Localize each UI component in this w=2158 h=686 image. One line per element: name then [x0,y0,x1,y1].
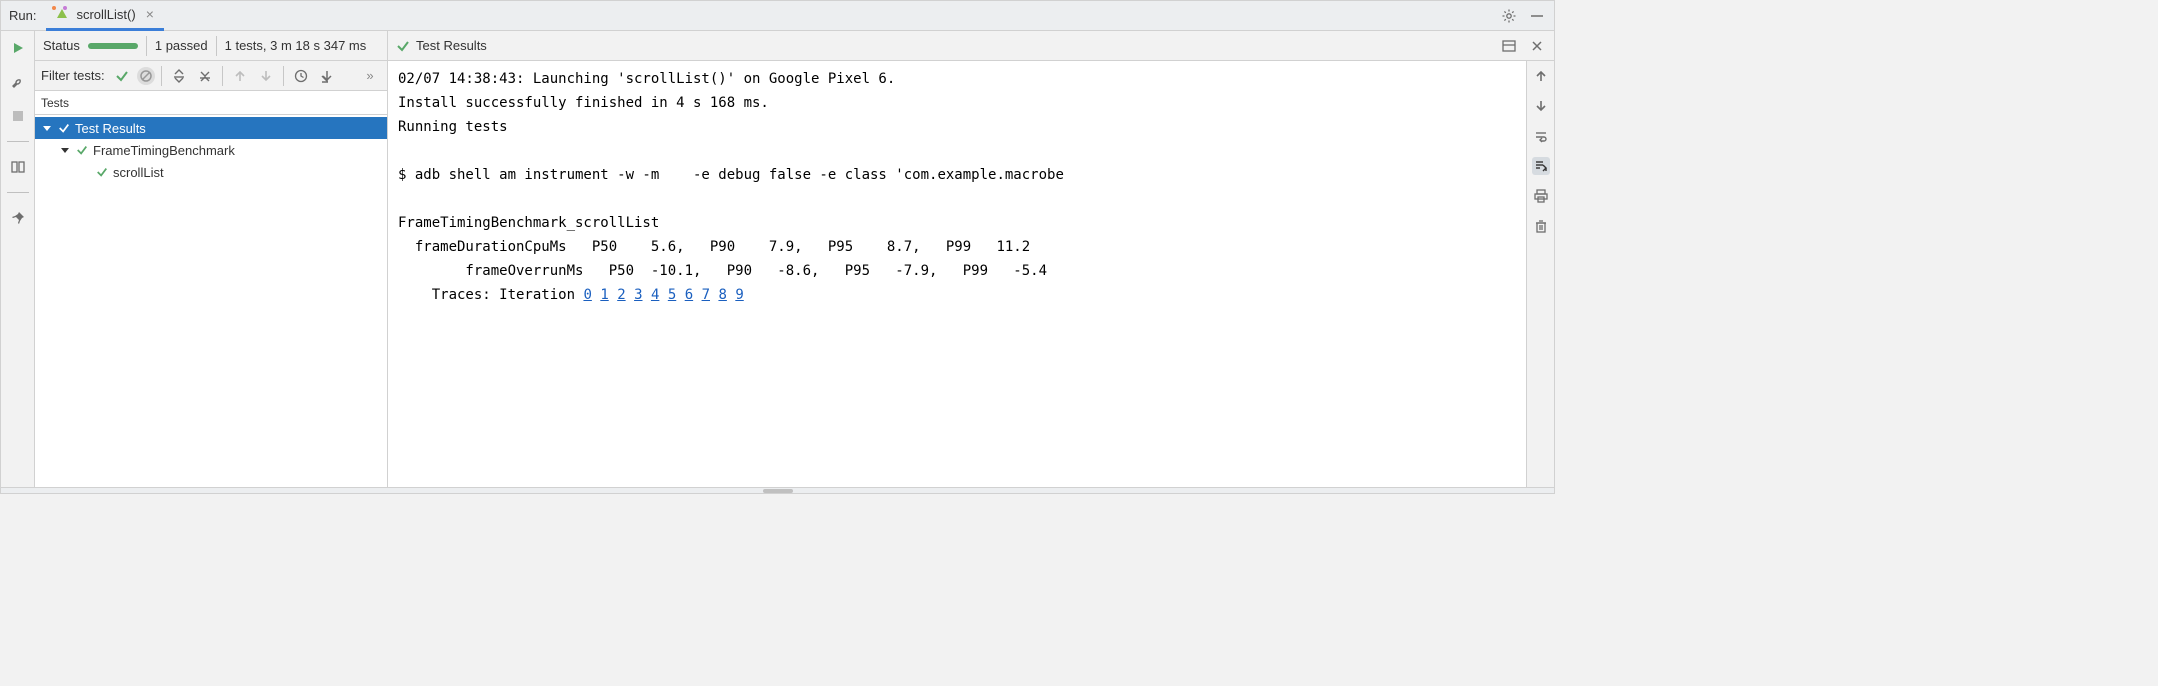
scroll-to-end-icon[interactable] [1532,157,1550,175]
console-output[interactable]: 02/07 14:38:43: Launching 'scrollList()'… [388,61,1526,487]
trash-icon[interactable] [1532,217,1550,235]
next-failed-icon[interactable] [255,65,277,87]
run-tab[interactable]: scrollList() × [46,1,163,31]
filter-toolbar: Filter tests: [35,61,387,91]
soft-wrap-icon[interactable] [1532,127,1550,145]
trace-link[interactable]: 7 [702,287,710,303]
trace-link[interactable]: 5 [668,287,676,303]
status-bar: Status 1 passed 1 tests, 3 m 18 s 347 ms [35,31,387,61]
tree-node-label: scrollList [113,165,164,180]
close-icon[interactable]: × [146,6,154,22]
prev-failed-icon[interactable] [229,65,251,87]
trace-link[interactable]: 9 [735,287,743,303]
separator [222,66,223,86]
wrench-icon[interactable] [9,73,27,91]
filter-label: Filter tests: [41,68,105,83]
console-gutter [1526,61,1554,487]
trace-link[interactable]: 8 [718,287,726,303]
output-header: Test Results [388,31,1554,61]
status-label: Status [43,38,80,53]
separator [146,36,147,56]
tree-row[interactable]: FrameTimingBenchmark [35,139,387,161]
scroll-up-icon[interactable] [1532,67,1550,85]
layout-icon[interactable] [9,158,27,176]
show-ignored-icon[interactable] [137,67,155,85]
panel-body: Status 1 passed 1 tests, 3 m 18 s 347 ms… [1,31,1554,487]
scroll-down-icon[interactable] [1532,97,1550,115]
collapse-all-icon[interactable] [194,65,216,87]
trace-link[interactable]: 2 [617,287,625,303]
trace-link[interactable]: 4 [651,287,659,303]
run-panel: Run: scrollList() × [0,0,1555,494]
close-output-icon[interactable] [1528,37,1546,55]
check-icon [75,143,89,157]
test-history-icon[interactable] [290,65,312,87]
import-tests-icon[interactable] [316,65,338,87]
run-label: Run: [9,8,36,23]
more-icon[interactable]: » [359,65,381,87]
gutter-separator [7,192,29,193]
stop-icon[interactable] [9,107,27,125]
test-tree[interactable]: Test Results FrameTimingBenchmark scrollLi… [35,115,387,487]
output-column: Test Results 02/07 14:38:43: Launching '… [388,31,1554,487]
check-icon [57,121,71,135]
separator [283,66,284,86]
show-passed-icon[interactable] [111,65,133,87]
run-icon[interactable] [9,39,27,57]
tree-header-label: Tests [41,96,69,110]
gear-icon[interactable] [1500,7,1518,25]
trace-link[interactable]: 3 [634,287,642,303]
test-summary: 1 tests, 3 m 18 s 347 ms [225,38,367,53]
passed-count: 1 passed [155,38,208,53]
test-tree-column: Status 1 passed 1 tests, 3 m 18 s 347 ms… [35,31,388,487]
separator [161,66,162,86]
left-gutter [1,31,35,487]
pin-icon[interactable] [9,209,27,227]
chevron-down-icon[interactable] [59,146,71,154]
tree-header: Tests [35,91,387,115]
output-title: Test Results [416,38,487,53]
layout-settings-icon[interactable] [1500,37,1518,55]
print-icon[interactable] [1532,187,1550,205]
trace-link[interactable]: 0 [583,287,591,303]
output-area: 02/07 14:38:43: Launching 'scrollList()'… [388,61,1554,487]
trace-link[interactable]: 1 [600,287,608,303]
tab-title: scrollList() [76,7,135,22]
tree-row[interactable]: Test Results [35,117,387,139]
gutter-separator [7,141,29,142]
expand-all-icon[interactable] [168,65,190,87]
tree-node-label: FrameTimingBenchmark [93,143,235,158]
tree-node-label: Test Results [75,121,146,136]
check-icon [396,39,410,53]
minimize-icon[interactable] [1528,7,1546,25]
panel-header: Run: scrollList() × [1,1,1554,31]
panel-footer[interactable] [1,487,1554,493]
trace-link[interactable]: 6 [685,287,693,303]
progress-bar [88,43,138,49]
resize-handle-icon[interactable] [763,489,793,493]
android-icon [54,6,70,22]
chevron-down-icon[interactable] [41,124,53,132]
check-icon [95,165,109,179]
tree-row[interactable]: scrollList [35,161,387,183]
separator [216,36,217,56]
